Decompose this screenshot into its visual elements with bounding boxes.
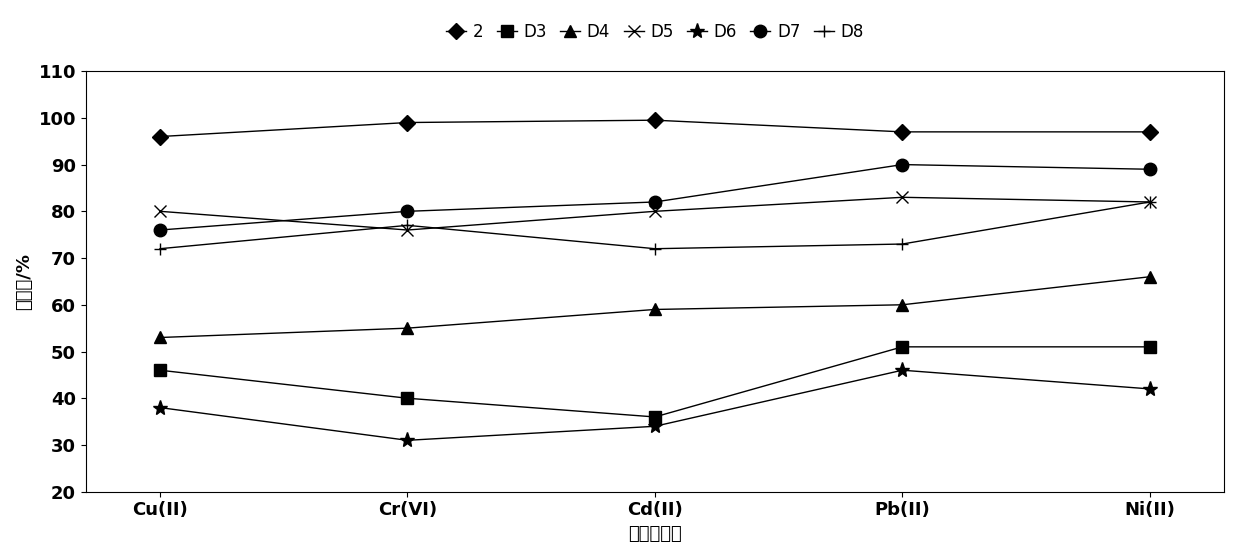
D4: [1142, 273, 1157, 280]
D4: [648, 306, 663, 313]
2: [400, 119, 415, 126]
D6: [895, 367, 909, 373]
D3: [1142, 344, 1157, 350]
2: [1142, 128, 1157, 135]
D6: [400, 437, 415, 444]
D3: [648, 413, 663, 420]
D7: [400, 208, 415, 215]
D4: [895, 301, 909, 308]
D8: [1142, 199, 1157, 205]
Line: D6: D6: [152, 363, 1157, 448]
D3: [895, 344, 909, 350]
D7: [1142, 166, 1157, 172]
D7: [895, 161, 909, 168]
Line: 2: 2: [155, 114, 1155, 142]
D8: [400, 222, 415, 229]
D4: [152, 334, 167, 341]
D6: [1142, 386, 1157, 392]
D5: [648, 208, 663, 215]
D6: [648, 423, 663, 430]
2: [648, 117, 663, 123]
Line: D4: D4: [155, 271, 1155, 343]
Y-axis label: 去除率/%: 去除率/%: [15, 253, 33, 310]
2: [895, 128, 909, 135]
D5: [1142, 199, 1157, 205]
D8: [648, 246, 663, 252]
Legend: 2, D3, D4, D5, D6, D7, D8: 2, D3, D4, D5, D6, D7, D8: [440, 16, 870, 47]
D7: [152, 227, 167, 233]
D8: [895, 240, 909, 247]
D5: [400, 227, 415, 233]
D7: [648, 199, 663, 205]
D5: [895, 194, 909, 201]
Line: D3: D3: [155, 341, 1155, 422]
D4: [400, 325, 415, 331]
2: [152, 133, 167, 140]
D3: [400, 395, 415, 402]
D8: [152, 246, 167, 252]
D6: [152, 404, 167, 411]
Line: D5: D5: [154, 191, 1156, 236]
X-axis label: 重金属离子: 重金属离子: [628, 525, 681, 543]
Line: D8: D8: [154, 196, 1156, 255]
D3: [152, 367, 167, 373]
Line: D7: D7: [154, 158, 1156, 236]
D5: [152, 208, 167, 215]
